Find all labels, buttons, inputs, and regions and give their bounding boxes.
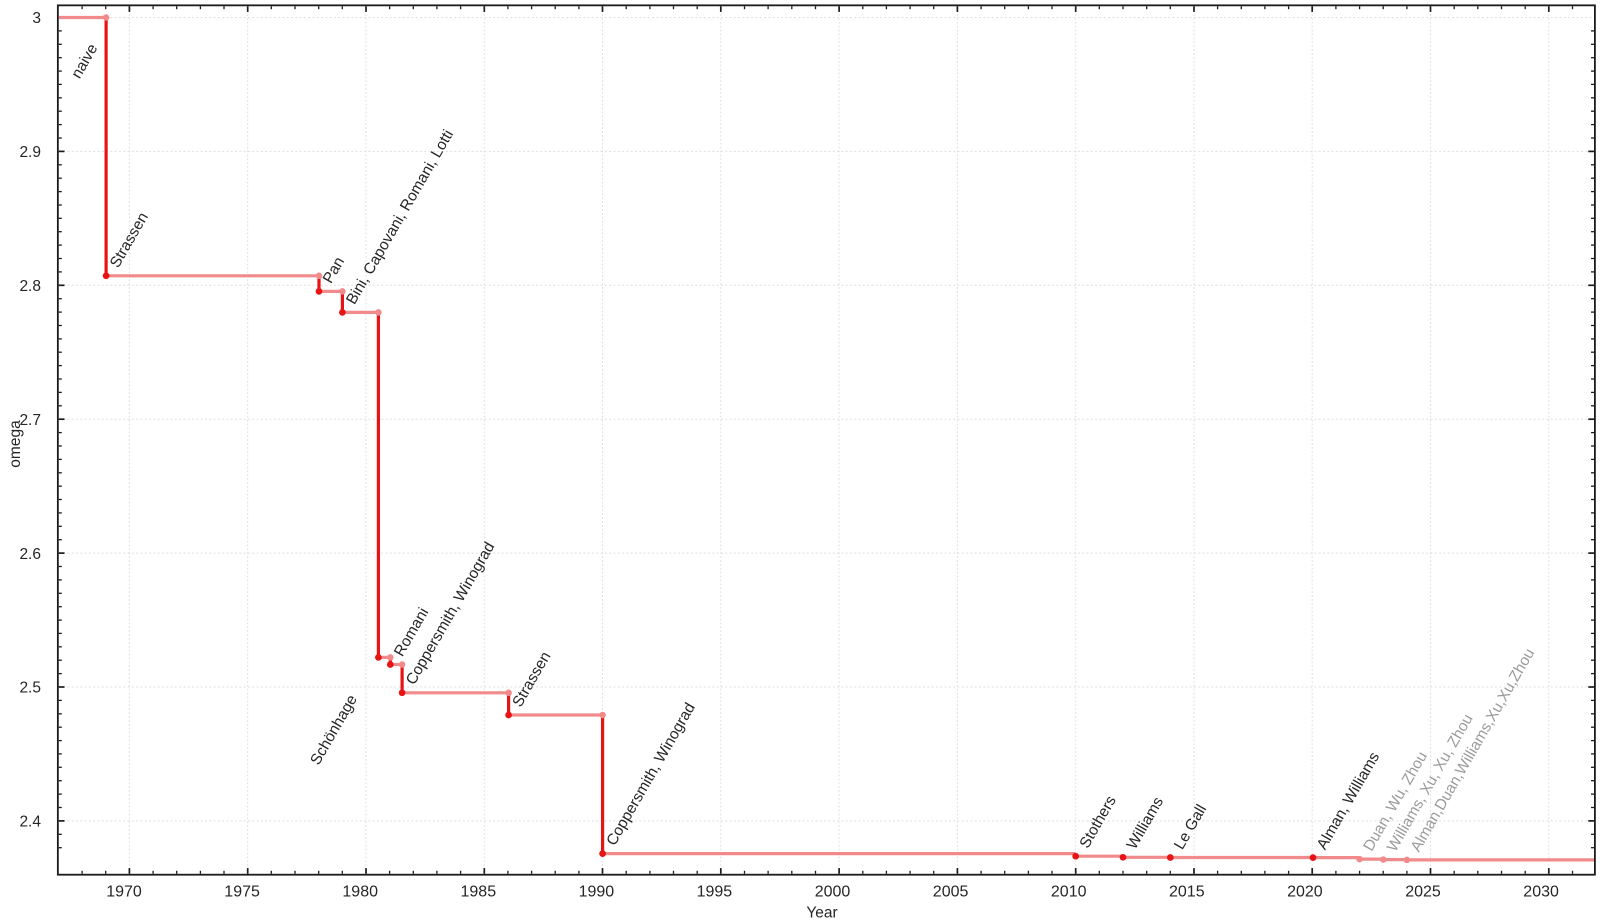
svg-text:2.8: 2.8 [19, 278, 41, 295]
svg-text:2.9: 2.9 [19, 144, 41, 161]
svg-text:2.4: 2.4 [19, 814, 41, 831]
svg-text:1995: 1995 [697, 884, 733, 901]
svg-text:2010: 2010 [1051, 884, 1087, 901]
svg-text:omega: omega [7, 420, 24, 468]
svg-text:2.7: 2.7 [19, 412, 41, 429]
svg-text:2005: 2005 [933, 884, 969, 901]
svg-text:2025: 2025 [1405, 884, 1441, 901]
svg-text:2015: 2015 [1169, 884, 1205, 901]
svg-text:1980: 1980 [342, 884, 378, 901]
svg-text:2.5: 2.5 [19, 680, 41, 697]
svg-text:2020: 2020 [1287, 884, 1323, 901]
svg-text:2000: 2000 [815, 884, 851, 901]
svg-text:1990: 1990 [579, 884, 615, 901]
svg-text:1970: 1970 [106, 884, 142, 901]
svg-text:2030: 2030 [1523, 884, 1559, 901]
svg-text:1975: 1975 [224, 884, 260, 901]
svg-text:1985: 1985 [461, 884, 497, 901]
svg-text:2.6: 2.6 [19, 546, 41, 563]
svg-text:3: 3 [32, 10, 41, 27]
svg-text:Year: Year [806, 904, 837, 920]
